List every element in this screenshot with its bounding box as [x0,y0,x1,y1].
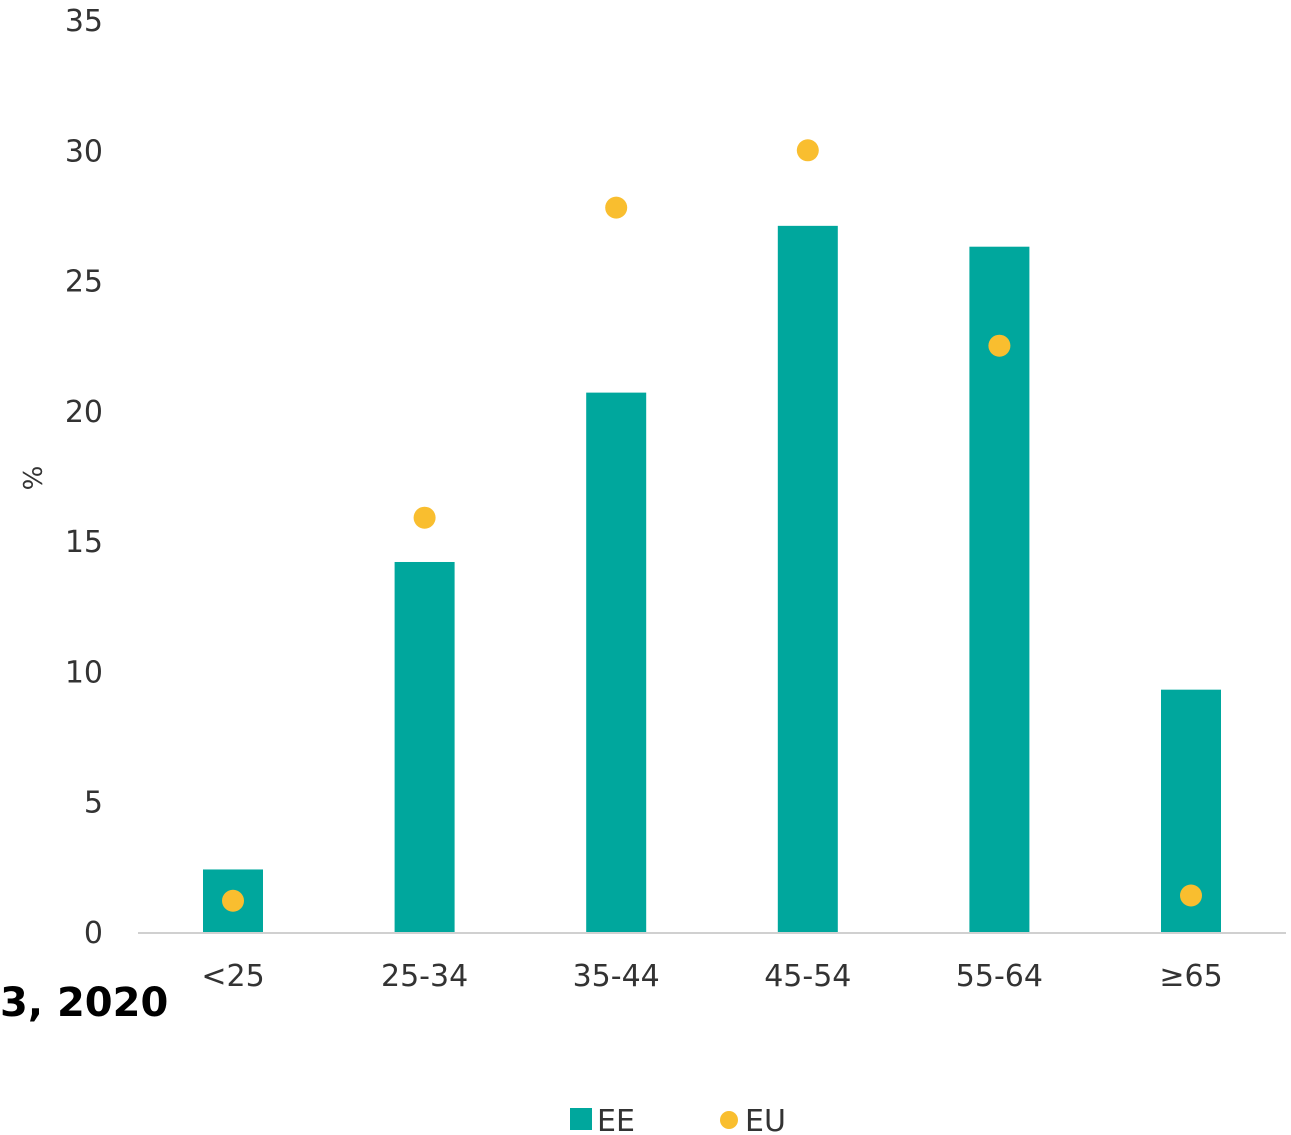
eu-dot [796,139,819,162]
y-tick-label: 0 [84,916,103,951]
eu-dot [605,196,628,219]
y-tick-label: 35 [65,4,103,39]
eu-dot [222,889,244,912]
y-axis-label: % [19,466,49,491]
x-tick-label: 25-34 [381,959,468,994]
x-tick-label: 35-44 [573,959,660,994]
ee-bars [203,225,1221,932]
y-tick-label: 5 [84,786,103,821]
x-tick-label: <25 [201,959,264,994]
x-axis-ticks: <25 25-34 35-44 45-54 55-64 ≥65 [201,959,1222,994]
y-tick-label: 25 [65,265,103,300]
y-tick-label: 20 [65,395,103,430]
eu-dot [1180,884,1202,907]
legend-ee-label: EE [597,1104,635,1135]
x-tick-label: 55-64 [956,959,1043,994]
x-tick-label: 45-54 [764,959,851,994]
ee-bar [586,392,647,932]
cropped-caption-text: 3, 2020 [0,980,169,1026]
legend: EE EU [570,1104,786,1135]
ee-bar [777,225,838,932]
x-tick-label: ≥65 [1159,959,1222,994]
y-tick-label: 30 [65,134,103,169]
ee-bar [969,246,1030,932]
y-axis-ticks: 0 5 10 15 20 25 30 35 [65,4,103,951]
eu-dot [413,506,436,529]
legend-ee-swatch [570,1108,592,1130]
legend-eu-label: EU [745,1104,786,1135]
ee-bar [394,561,455,932]
y-tick-label: 15 [65,525,103,560]
eu-dots [222,139,1202,912]
legend-eu-swatch [720,1111,738,1129]
eu-dot [988,334,1011,357]
y-tick-label: 10 [65,655,103,690]
